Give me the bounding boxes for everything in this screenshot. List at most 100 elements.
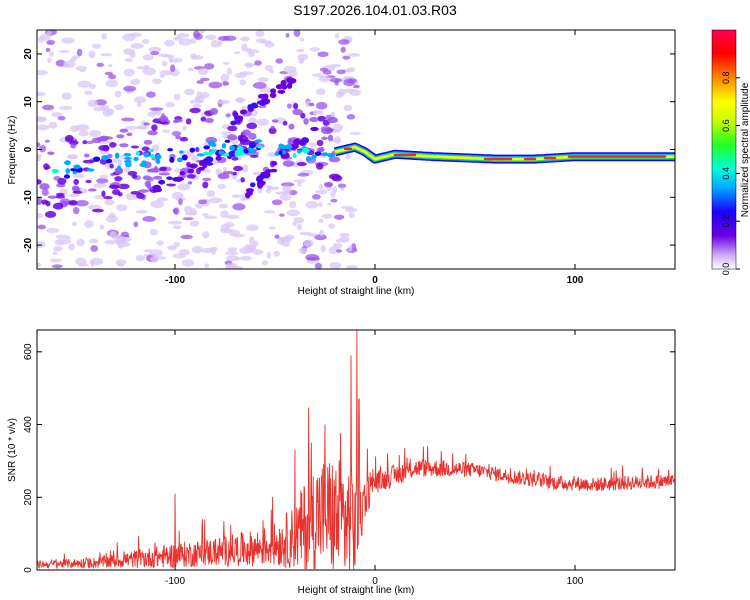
- spectrogram-blob: [226, 67, 232, 75]
- spectrogram-blob: [153, 175, 163, 180]
- spectrogram-blob: [341, 205, 354, 210]
- colorbar-tick-label: 0.2: [721, 215, 731, 228]
- spectrogram-blob: [220, 73, 230, 82]
- spectrogram-blob: [185, 118, 192, 125]
- spectrogram-blob: [149, 249, 163, 257]
- spectrogram-blob: [112, 189, 121, 196]
- spectrogram-blob: [234, 72, 247, 79]
- spectrogram-blob: [48, 51, 54, 57]
- spectrogram-blob: [288, 123, 295, 130]
- spectrogram-blob: [142, 67, 156, 76]
- spectrogram-blob: [226, 214, 240, 220]
- spectrogram-blob: [37, 179, 42, 185]
- spectrogram-blob: [75, 257, 87, 266]
- spectrogram-blob: [146, 168, 156, 173]
- spectrogram-blob: [71, 185, 80, 191]
- spectrogram-blob: [328, 156, 341, 163]
- spectrogram-blob: [190, 99, 195, 104]
- spectrogram-blob: [142, 175, 151, 181]
- spectrogram-blob: [104, 199, 115, 206]
- spectrogram-blob: [130, 145, 140, 149]
- spectrogram-blob: [135, 255, 146, 262]
- spectrogram-blob: [101, 190, 106, 197]
- spectrogram-blob: [296, 162, 307, 167]
- spectrogram-blob: [227, 125, 238, 132]
- spectrogram-blob: [179, 150, 184, 154]
- spectrogram-blob: [142, 54, 154, 61]
- spectrogram-blob: [37, 224, 46, 230]
- spectrogram-blob: [288, 189, 298, 196]
- spectrogram-blob: [217, 183, 226, 189]
- spectrogram-blob: [143, 152, 150, 158]
- spectrogram-blob: [275, 84, 283, 90]
- spectrogram-blob: [161, 60, 168, 67]
- spectrogram-blob: [193, 30, 200, 39]
- spectrogram-blob: [131, 174, 138, 179]
- spectrogram-blob: [317, 51, 329, 58]
- spectrogram-blob: [46, 31, 52, 35]
- spectrogram-blob: [73, 178, 79, 185]
- spectrogram-blob: [311, 154, 317, 159]
- spectrogram-blob: [231, 156, 239, 161]
- spectrogram-blob: [184, 88, 195, 96]
- spectrogram-blob: [276, 238, 285, 245]
- colorbar-tick-label: 0.8: [721, 72, 731, 85]
- spectrogram-blob: [328, 246, 339, 255]
- spectrogram-blob: [55, 195, 66, 199]
- spectrogram-blob: [245, 224, 259, 231]
- spectrogram-blob: [44, 211, 57, 218]
- spectrogram-blob: [346, 67, 356, 72]
- spectrogram-blob: [286, 82, 293, 89]
- spectrogram-blob: [255, 30, 265, 38]
- spectrogram-blob: [47, 57, 52, 64]
- snr-xtick-label: 0: [372, 576, 378, 587]
- spectrogram-blob: [263, 210, 276, 214]
- spectrogram-blob: [120, 231, 130, 238]
- spectrogram-blob: [149, 107, 164, 111]
- colorbar-tick-label: 0.4: [721, 167, 731, 180]
- spectrogram-blob: [75, 65, 88, 71]
- spectrogram-blob: [159, 115, 169, 123]
- spectrogram-blob: [93, 183, 107, 188]
- spectrogram-ridge: [332, 142, 675, 164]
- spectrogram-blob: [169, 157, 175, 163]
- spectrogram-blob: [300, 112, 306, 119]
- spectrogram-blob: [109, 231, 117, 239]
- spectrogram-blob: [218, 203, 229, 209]
- spectrogram-blob: [267, 152, 277, 158]
- spectrogram-blob: [75, 199, 89, 207]
- spectrogram-blob: [307, 233, 317, 237]
- spectrogram-blob: [145, 91, 156, 98]
- spectrogram-blob: [63, 174, 71, 179]
- spectrogram-blob: [262, 93, 269, 100]
- spectrogram-blob: [249, 154, 259, 158]
- spectrogram-blob: [280, 182, 295, 187]
- snr-series-line: [37, 330, 675, 570]
- spectrogram-blob: [63, 60, 76, 68]
- spectrogram-blob: [246, 122, 258, 130]
- spectrogram-blob: [293, 102, 299, 110]
- spectrogram-blob: [271, 119, 279, 123]
- spectrogram-blob: [116, 241, 131, 248]
- spectrogram-blob: [45, 47, 51, 53]
- spectrogram-ytick-label: -10: [23, 190, 34, 205]
- spectrogram-blob: [261, 260, 269, 266]
- spectrogram-blob: [77, 80, 92, 88]
- snr-frame: [36, 329, 676, 571]
- spectrogram-ytick-label: 20: [23, 48, 34, 60]
- spectrogram-blob: [211, 148, 217, 154]
- spectrogram-blob: [266, 185, 272, 189]
- spectrogram-blob: [327, 153, 336, 158]
- spectrogram-blob: [318, 201, 323, 207]
- spectrogram-blob: [321, 213, 333, 219]
- spectrogram-blob: [172, 208, 178, 214]
- spectrogram-blob: [293, 30, 301, 37]
- spectrogram-blob: [104, 240, 117, 245]
- spectrogram-blob: [99, 224, 105, 230]
- spectrogram-blob: [229, 145, 236, 151]
- spectrogram-blob: [149, 148, 154, 153]
- spectrogram-blob: [298, 247, 308, 255]
- spectrogram-blob: [175, 118, 183, 123]
- spectrogram-blob: [37, 142, 41, 147]
